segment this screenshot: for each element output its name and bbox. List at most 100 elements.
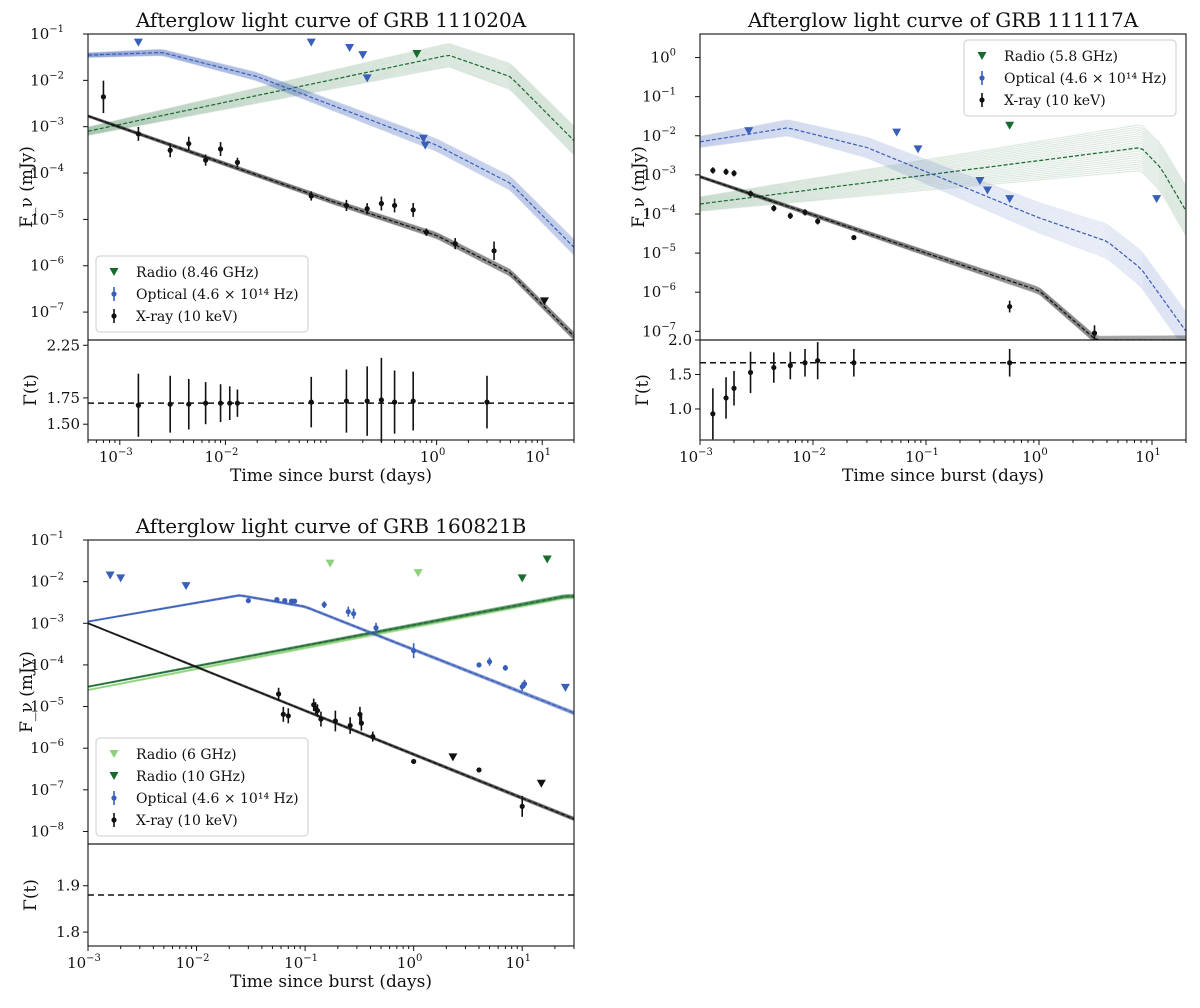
chart-3-legend-label: X-ray (10 keV) — [136, 813, 238, 829]
chart-1-gamma-tick-label: 1.50 — [47, 415, 80, 433]
chart-2-legend: Radio (5.8 GHz) Optical (4.6 × 10¹⁴ Hz) X-… — [963, 39, 1177, 117]
chart-1-series-1 — [133, 38, 430, 150]
chart-2-plot-area — [700, 119, 1186, 340]
chart-3-data-point — [276, 687, 282, 701]
chart-1-data-point — [135, 126, 141, 141]
chart-3-upper-limit — [105, 571, 115, 580]
chart-1-xtick-label: 101 — [525, 447, 550, 466]
chart-1-ytick-label: 10−7 — [30, 302, 64, 321]
chart-3-series-5 — [448, 753, 546, 788]
chart-3-series-4 — [276, 687, 525, 817]
chart-3-gamma-panel: 1.9 1.8 Γ(t) 10−3 10−2 10−1 100 101 — [21, 843, 575, 972]
chart-1-upper-limit — [420, 141, 430, 150]
chart-2-legend-marker — [979, 71, 985, 85]
chart-2-upper-limit — [1005, 195, 1015, 204]
chart-2-gamma-point — [802, 348, 808, 377]
chart-3-ytick-label: 10−3 — [30, 613, 64, 632]
chart-3-data-point — [351, 608, 357, 619]
chart-3-model-radio10 — [88, 593, 574, 688]
chart-2-gamma-tick-label: 1.5 — [668, 365, 692, 383]
chart-3-ylabel: F_ν (mJy) — [17, 651, 37, 733]
chart-1-xtick-label: 10−2 — [204, 447, 238, 466]
chart-2-upper-limit — [982, 186, 992, 195]
chart-1-gamma-point — [234, 389, 241, 417]
chart-1-xtick-label: 10−3 — [99, 447, 133, 466]
chart-2-ytick-label: 10−5 — [642, 243, 676, 262]
chart-3-model-radio6 — [88, 595, 574, 692]
chart-2-legend-label: Optical (4.6 × 10¹⁴ Hz) — [1004, 71, 1167, 87]
chart-2-gamma-point — [723, 377, 729, 419]
chart-3-legend-label: Optical (4.6 × 10¹⁴ Hz) — [136, 791, 299, 807]
chart-1-series-0 — [412, 50, 422, 59]
chart-1-gamma-point — [203, 382, 209, 425]
chart-2-upper-limit — [1005, 121, 1015, 130]
chart-3-upper-limit — [116, 574, 126, 583]
chart-2-data-point — [1007, 300, 1013, 313]
chart-3-xtick-label: 10−1 — [284, 953, 318, 972]
chart-3-data-point — [314, 704, 321, 717]
chart-2-xtick-label: 10−3 — [679, 447, 713, 466]
chart-3-upper-limit — [536, 779, 546, 788]
chart-3-upper-limit — [517, 574, 527, 583]
chart-2-ylabel: F_ν (mJy) — [629, 146, 649, 228]
chart-1-upper-limit — [418, 134, 428, 143]
chart-3-legend-marker — [109, 772, 119, 780]
chart-3: 10−110−210−310−410−510−610−710−8F_ν (mJy… — [17, 530, 575, 972]
chart-3-data-point — [476, 662, 482, 668]
chart-1-gamma-tick-label: 1.75 — [47, 389, 80, 407]
chart-3-data-point — [282, 598, 288, 604]
chart-3-ytick-label: 10−8 — [30, 821, 64, 840]
chart-1-data-point — [217, 142, 224, 156]
chart-2-model-xray — [700, 174, 1186, 340]
chart-2-legend-label: X-ray (10 keV) — [1004, 93, 1106, 109]
chart-3-data-point — [332, 710, 338, 732]
chart-1-gamma-point — [391, 370, 398, 434]
chart-1-legend-marker — [109, 268, 119, 276]
chart-2-gamma-point — [771, 352, 777, 383]
chart-1-ytick-label: 10−6 — [30, 256, 64, 275]
chart-3-gamma-tick-label: 1.8 — [56, 923, 80, 941]
chart-3-upper-limit — [448, 753, 458, 762]
chart-2-model-optical — [700, 119, 1186, 340]
chart-1-legend-label: Optical (4.6 × 10¹⁴ Hz) — [136, 287, 299, 303]
chart-2-data-point — [802, 209, 808, 216]
chart-3-data-point — [476, 767, 482, 773]
chart-1-legend-marker — [111, 287, 117, 301]
chart-3-legend-marker — [109, 750, 119, 758]
chart-3-xtick-label: 10−3 — [67, 953, 101, 972]
chart-1-gamma-point — [343, 369, 350, 433]
chart-2-data-point — [1091, 325, 1098, 340]
chart-3-upper-limit — [413, 569, 423, 578]
chart-3-upper-limit — [560, 683, 570, 692]
chart-1-model-optical — [88, 48, 574, 256]
chart-2-gamma-panel: 2.0 1.5 1.0 Γ(t) 10−3 10−2 10−1 100 101 — [633, 331, 1187, 466]
chart-3-upper-limit — [542, 555, 552, 564]
chart-2-data-point — [787, 212, 793, 219]
chart-2-gamma-point — [851, 348, 857, 377]
chart-3-ytick-label: 10−1 — [30, 530, 64, 549]
chart-2-gamma-point — [731, 371, 737, 406]
chart-3-data-point — [521, 679, 528, 689]
chart-3-data-point — [358, 715, 364, 731]
chart-2-gamma-point — [815, 342, 821, 380]
chart-1-ylabel: F_ν (mJy) — [17, 146, 37, 228]
chart-1-gamma-point — [308, 376, 314, 428]
chart-3-ytick-label: 10−7 — [30, 780, 64, 799]
chart-2-series-1 — [744, 127, 1162, 204]
chart-1-gamma-point — [186, 378, 192, 430]
chart-3-plot-area — [88, 555, 574, 822]
chart-1-gamma-panel: 2.25 1.75 1.50 Γ(t) 10−3 10−2 100 101 — [21, 336, 575, 466]
chart-3-data-point — [347, 717, 353, 734]
chart-1-data-point — [491, 241, 497, 261]
chart-3-data-point — [285, 708, 291, 724]
chart-1-upper-limit — [412, 50, 422, 59]
chart-2-data-point — [731, 170, 737, 177]
chart-3-legend-label: Radio (6 GHz) — [136, 747, 237, 763]
chart-1-data-point — [167, 143, 173, 158]
chart-3-data-point — [318, 711, 324, 727]
chart-1-upper-limit — [362, 74, 372, 83]
chart-3-series-3 — [245, 597, 528, 691]
chart-3-data-point — [373, 622, 379, 633]
